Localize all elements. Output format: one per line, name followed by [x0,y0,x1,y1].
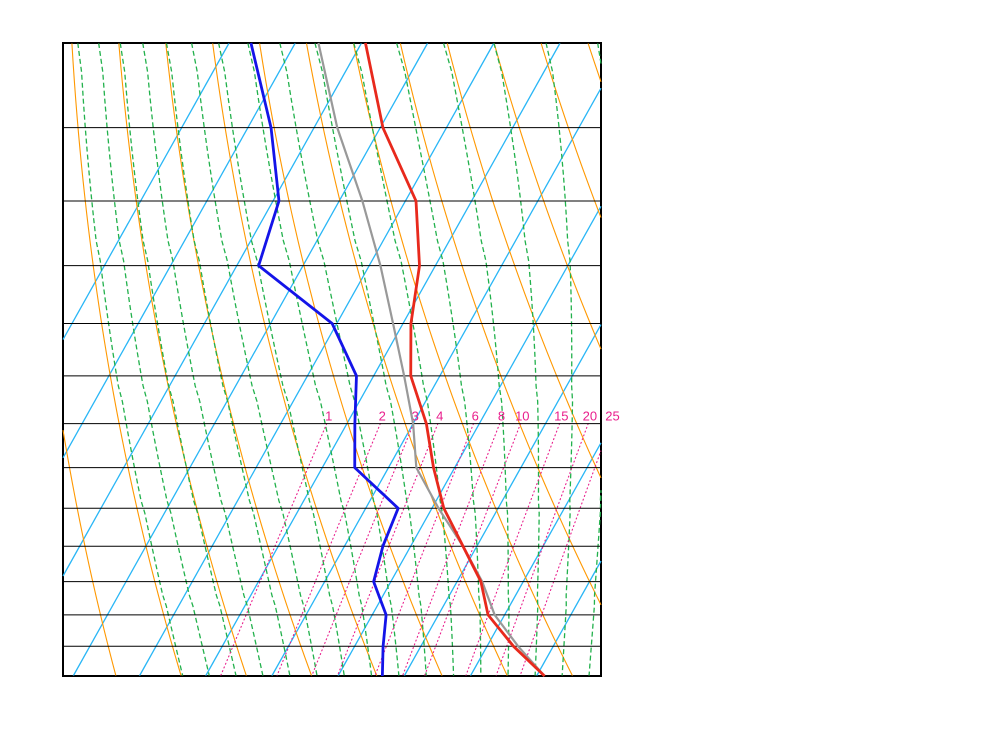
svg-text:10: 10 [515,409,529,424]
svg-text:15: 15 [554,409,568,424]
svg-text:6: 6 [472,409,479,424]
svg-text:8: 8 [498,409,505,424]
svg-text:20: 20 [583,409,597,424]
svg-text:4: 4 [436,409,443,424]
svg-text:2: 2 [379,409,386,424]
svg-text:25: 25 [605,409,619,424]
svg-text:1: 1 [325,409,332,424]
